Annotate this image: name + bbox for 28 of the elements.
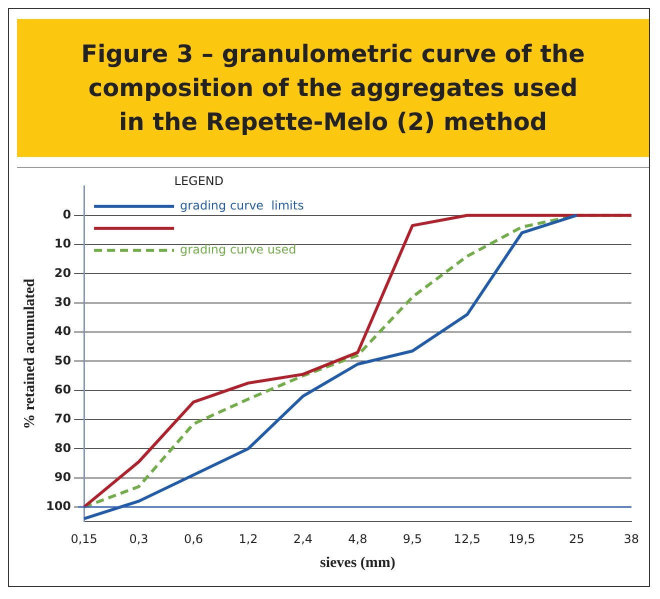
x-tick-label: 19,5 [508, 532, 536, 546]
chart-title: Figure 3 – granulometric curve of the composition of the aggregates used in the Repette-Melo (2) method [17, 19, 649, 157]
text: grading curve limits [180, 198, 304, 213]
y-tick-label: 70 [54, 412, 72, 426]
y-tick-label: 0 [62, 207, 72, 222]
x-tick-label: 0,6 [184, 532, 204, 546]
x-tick-label: 9,5 [402, 532, 422, 546]
text: grading curve used [180, 242, 296, 257]
x-axis-title: sieves (mm) [320, 554, 396, 571]
y-tick-label: 100 [46, 499, 72, 514]
y-tick-label: 40 [54, 324, 72, 338]
y-tick-label: 90 [54, 470, 72, 484]
y-axis-title: % retained acumulated [22, 278, 38, 430]
y-tick-label: 30 [54, 294, 72, 309]
y-tick-label: 50 [54, 353, 72, 368]
x-tick-label: 38 [624, 532, 640, 546]
x-tick-label: 0,3 [129, 532, 148, 546]
x-tick-label: 4,8 [348, 532, 368, 546]
legend-title: LEGEND [174, 174, 224, 188]
x-tick-label: 0,15 [70, 532, 98, 546]
y-tick-label: 10 [54, 236, 72, 251]
y-tick-label: 60 [54, 382, 72, 396]
x-tick-label: 12,5 [454, 532, 481, 546]
x-tick-label: 1,2 [238, 532, 258, 546]
y-tick-label: 80 [54, 440, 72, 455]
x-tick-label: 2,4 [293, 532, 313, 546]
x-tick-label: 25 [568, 532, 584, 546]
y-tick-label: 20 [54, 266, 72, 280]
